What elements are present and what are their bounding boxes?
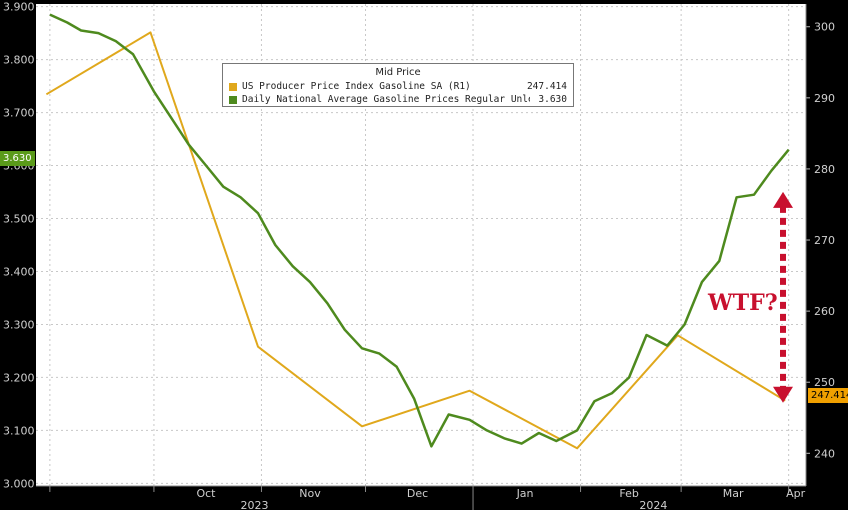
legend-entry-gasoline: Daily National Average Gasoline Prices R… <box>229 93 567 106</box>
legend: Mid Price US Producer Price Index Gasoli… <box>222 63 574 107</box>
x-tick-label: Feb <box>619 487 638 500</box>
y-right-tick-label: 280 <box>814 163 835 176</box>
y-right-tick-label: 290 <box>814 92 835 105</box>
annotation-wtf-text: WTF? <box>708 290 778 316</box>
annotation-arrowhead-up <box>773 191 793 208</box>
x-tick-label: Dec <box>407 487 428 500</box>
last-value-badge-ppi: 247.414 <box>808 388 848 403</box>
legend-swatch-gasoline <box>229 95 237 104</box>
annotation-arrowhead-down <box>773 386 793 403</box>
x-year-label: 2023 <box>241 499 269 510</box>
y-left-tick-label: 3.800 <box>3 54 35 67</box>
y-right-tick-label: 250 <box>814 376 835 389</box>
legend-value-gasoline: 3.630 <box>538 94 567 105</box>
series-line-gasoline <box>49 13 790 448</box>
legend-title: Mid Price <box>375 67 421 78</box>
x-tick-label: Apr <box>786 487 806 500</box>
y-right-tick-label: 240 <box>814 447 835 460</box>
legend-entry-ppi: US Producer Price Index Gasoline SA (R1)… <box>229 80 567 93</box>
legend-label-gasoline: Daily National Average Gasoline Prices R… <box>242 94 530 105</box>
y-left-tick-label: 3.200 <box>3 371 35 384</box>
y-left-tick-label: 3.000 <box>3 477 35 490</box>
y-right-tick-label: 260 <box>814 305 835 318</box>
series-line-ppi <box>45 31 786 450</box>
y-left-tick-label: 3.500 <box>3 213 35 226</box>
legend-swatch-ppi <box>229 82 237 91</box>
y-right-tick-label: 300 <box>814 21 835 34</box>
last-value-badge-gasoline: 3.630 <box>0 151 35 166</box>
x-year-label: 2024 <box>639 499 667 510</box>
x-tick-label: Mar <box>723 487 744 500</box>
x-tick-label: Jan <box>516 487 534 500</box>
legend-label-ppi: US Producer Price Index Gasoline SA (R1) <box>242 81 471 92</box>
legend-value-ppi: 247.414 <box>526 81 567 92</box>
y-right-tick-label: 270 <box>814 234 835 247</box>
x-tick-label: Oct <box>196 487 216 500</box>
y-left-tick-label: 3.700 <box>3 107 35 120</box>
y-left-tick-label: 3.100 <box>3 424 35 437</box>
x-tick-label: Nov <box>299 487 321 500</box>
y-left-tick-label: 3.900 <box>3 1 35 14</box>
y-left-tick-label: 3.400 <box>3 265 35 278</box>
y-left-tick-label: 3.300 <box>3 318 35 331</box>
